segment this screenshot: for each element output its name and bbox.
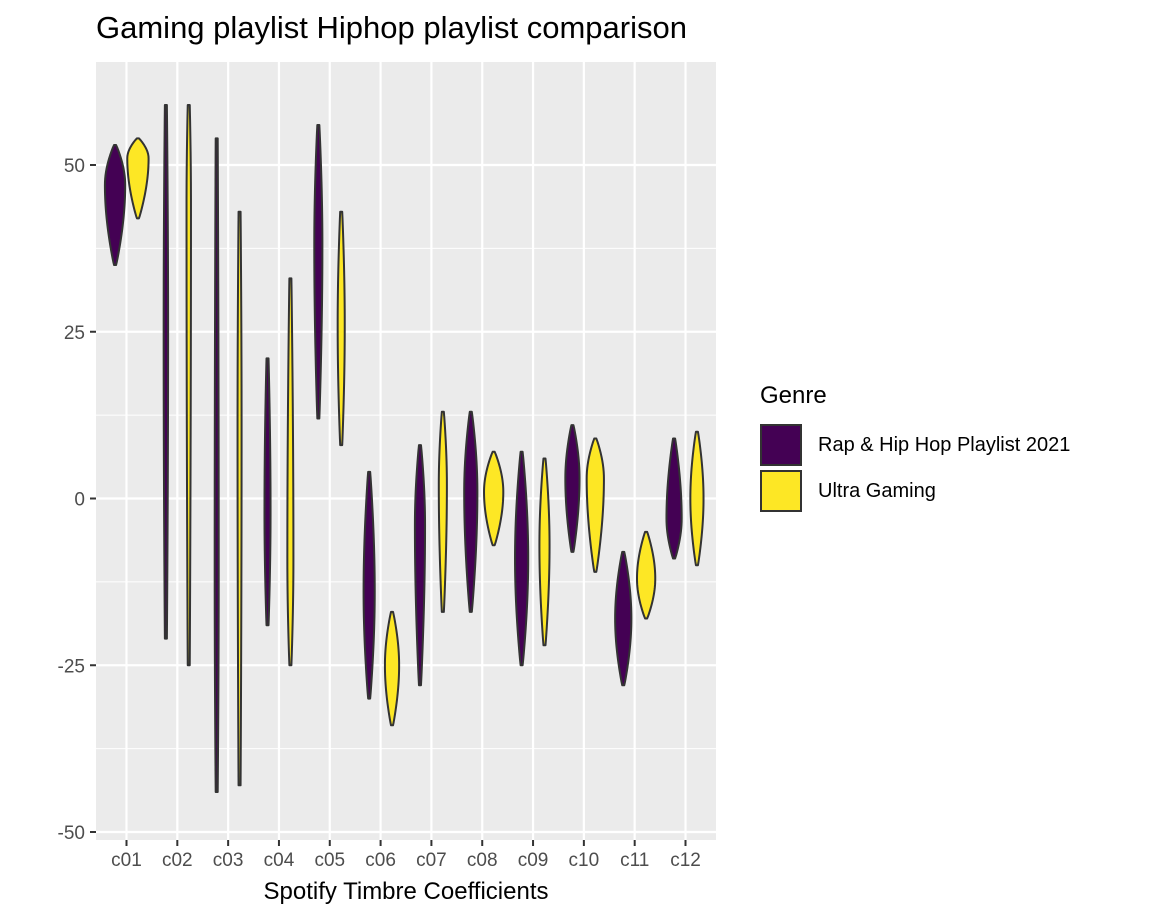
violin-gaming-c12 bbox=[689, 430, 705, 567]
x-tick-label: c01 bbox=[111, 850, 142, 871]
violin-hiphop-c02 bbox=[162, 103, 170, 640]
violin-gaming-c04 bbox=[286, 277, 295, 667]
violin-hiphop-c12 bbox=[665, 437, 683, 560]
violin-gaming-c05 bbox=[336, 210, 346, 447]
x-tick-label: c10 bbox=[569, 850, 600, 871]
violin-hiphop-c06 bbox=[362, 470, 376, 700]
violin-hiphop-c07 bbox=[413, 444, 427, 687]
legend-entry-hiphop: Rap & Hip Hop Playlist 2021 bbox=[760, 422, 1070, 468]
legend-label-hiphop: Rap & Hip Hop Playlist 2021 bbox=[818, 433, 1071, 456]
x-tick-label: c02 bbox=[162, 850, 193, 871]
violin-hiphop-c05 bbox=[313, 123, 324, 420]
violin-hiphop-c09 bbox=[514, 450, 530, 667]
violin-hiphop-c11 bbox=[614, 550, 633, 687]
x-tick-label: c03 bbox=[213, 850, 244, 871]
x-tick-label: c09 bbox=[518, 850, 549, 871]
y-tick-label: -50 bbox=[58, 823, 85, 844]
chart-title: Gaming playlist Hiphop playlist comparis… bbox=[96, 10, 687, 45]
violin-hiphop-c10 bbox=[564, 424, 581, 553]
violin-hiphop-c03 bbox=[213, 137, 220, 793]
violin-hiphop-c04 bbox=[263, 357, 272, 627]
y-tick-label: 50 bbox=[64, 156, 85, 177]
x-tick-label: c08 bbox=[467, 850, 498, 871]
violin-gaming-c06 bbox=[383, 610, 401, 727]
legend-label-gaming: Ultra Gaming bbox=[818, 479, 936, 502]
violin-gaming-c08 bbox=[483, 450, 505, 547]
x-tick-label: c12 bbox=[670, 850, 701, 871]
violin-gaming-c02 bbox=[185, 103, 192, 667]
violin-gaming-c01 bbox=[126, 137, 150, 220]
violin-hiphop-c08 bbox=[463, 410, 479, 613]
x-tick-label: c04 bbox=[264, 850, 295, 871]
x-axis-title: Spotify Timbre Coefficients bbox=[263, 878, 548, 905]
legend: Genre Rap & Hip Hop Playlist 2021 Ultra … bbox=[760, 382, 1070, 514]
grid-lines bbox=[96, 62, 716, 840]
x-tick-label: c06 bbox=[365, 850, 396, 871]
legend-key-hiphop bbox=[760, 424, 802, 466]
violin-gaming-c07 bbox=[437, 410, 448, 613]
violin-gaming-c03 bbox=[236, 210, 243, 787]
x-tick-label: c07 bbox=[416, 850, 447, 871]
legend-key-gaming bbox=[760, 470, 802, 512]
y-tick-label: -25 bbox=[58, 656, 85, 677]
y-tick-label: 25 bbox=[64, 323, 85, 344]
plot-panel bbox=[96, 62, 716, 840]
violin-hiphop-c01 bbox=[103, 143, 127, 267]
violin-gaming-c10 bbox=[585, 437, 605, 573]
violins bbox=[103, 103, 705, 793]
legend-title: Genre bbox=[760, 382, 827, 409]
legend-entry-gaming: Ultra Gaming bbox=[760, 468, 1070, 514]
x-tick-label: c05 bbox=[314, 850, 345, 871]
violin-gaming-c09 bbox=[538, 457, 551, 647]
violin-gaming-c11 bbox=[636, 530, 657, 620]
axes: -50 -25 0 25 50 c01 c02 c03 c04 c05 c06 c07 c08 c09 c1… bbox=[58, 156, 701, 871]
x-tick-label: c11 bbox=[620, 850, 649, 871]
y-tick-label: 0 bbox=[74, 490, 85, 511]
